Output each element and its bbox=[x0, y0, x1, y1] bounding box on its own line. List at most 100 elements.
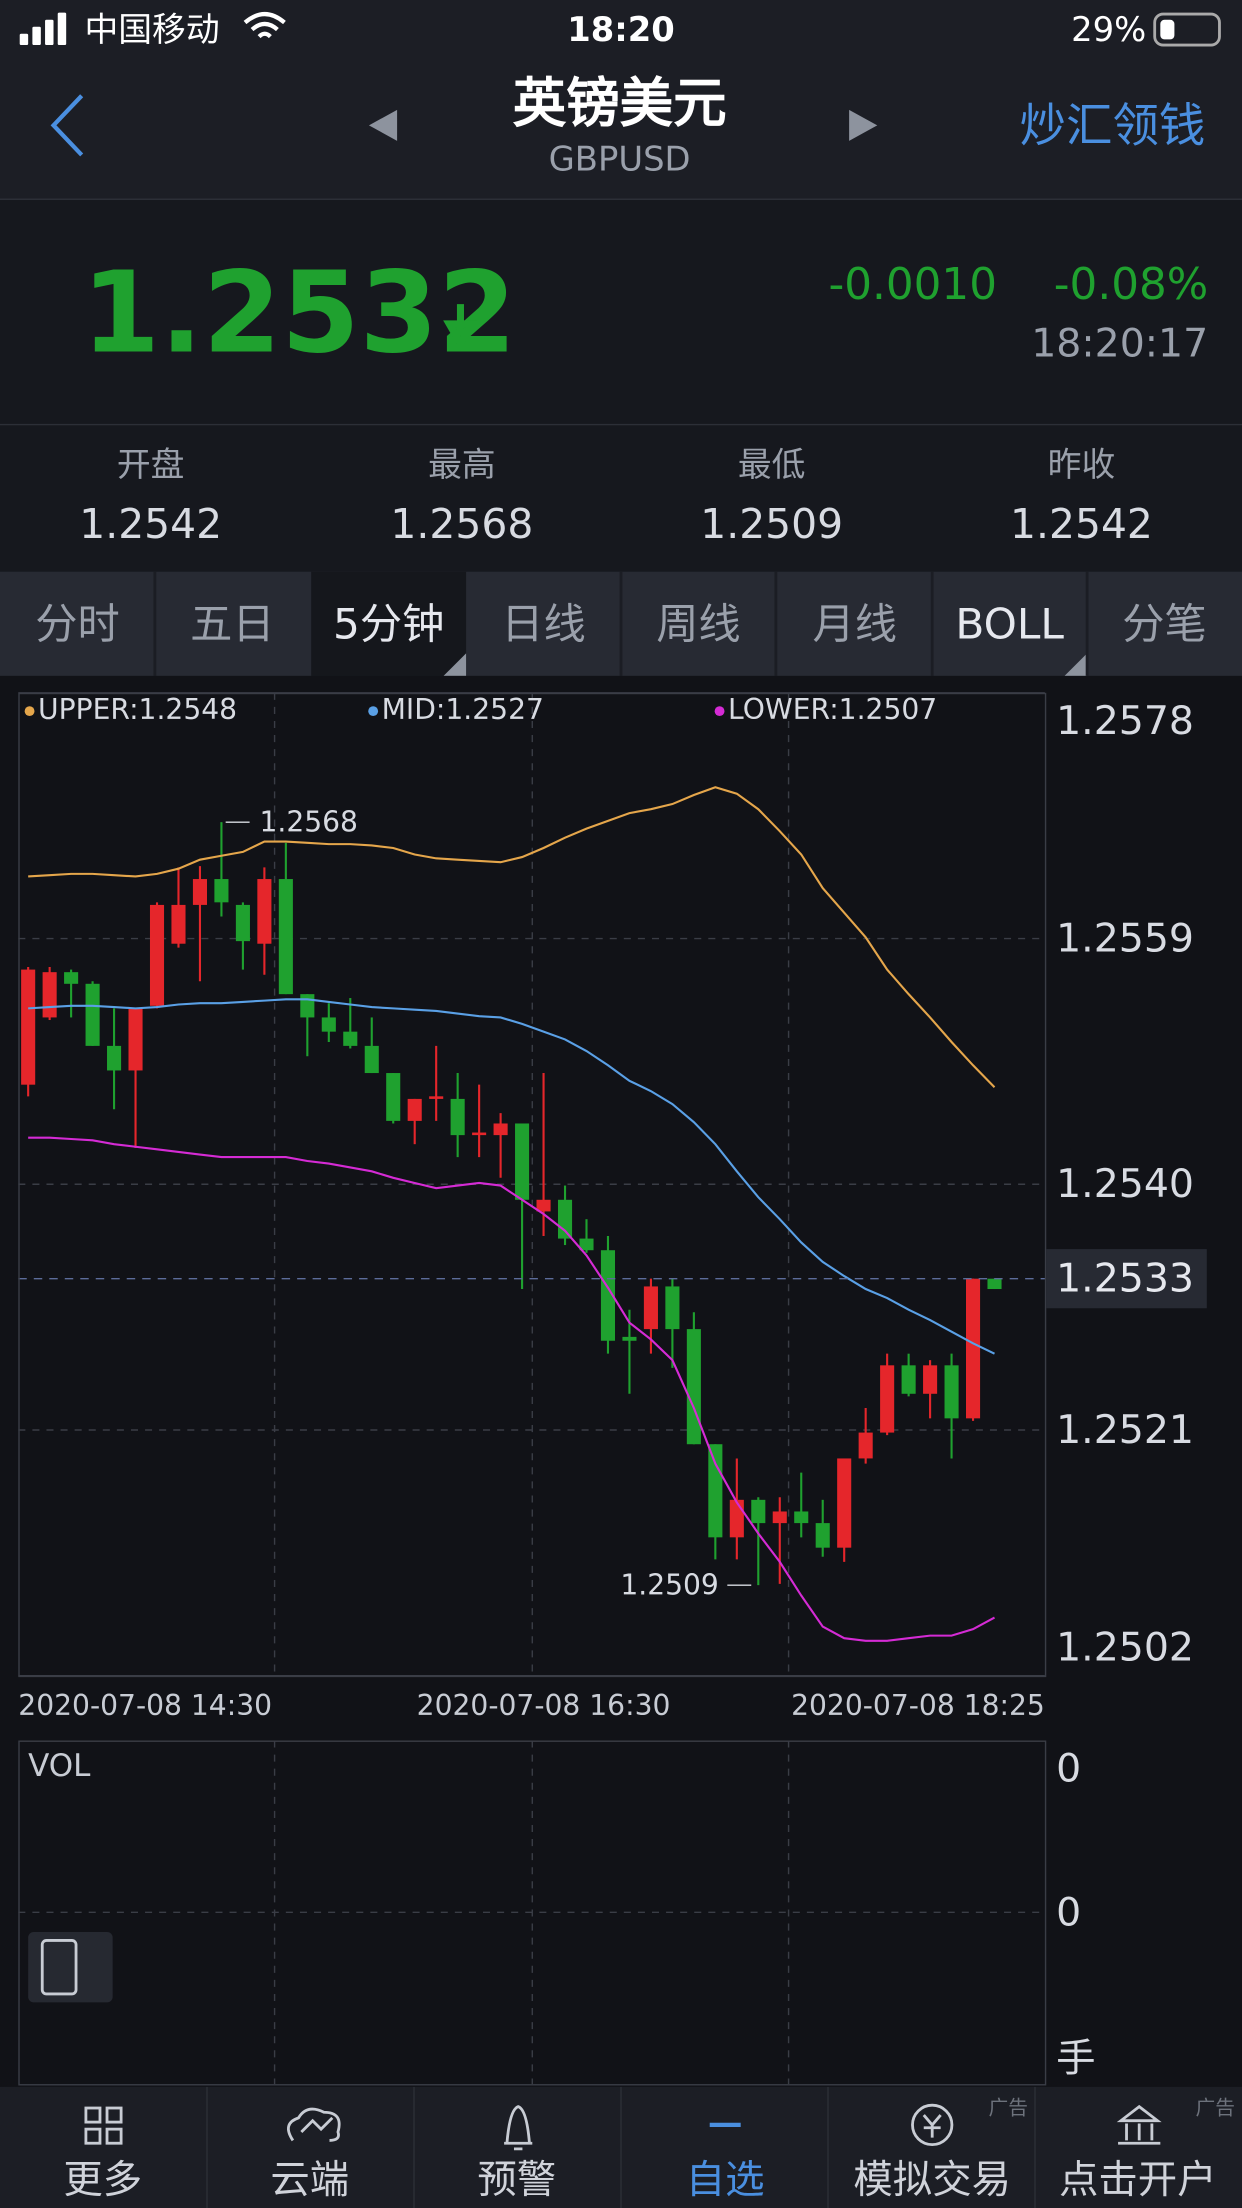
candle-body bbox=[944, 1365, 959, 1419]
stat-value: 1.2568 bbox=[390, 500, 533, 548]
stat-label: 最高 bbox=[428, 445, 496, 484]
nav-item[interactable]: 预警 bbox=[477, 2157, 556, 2203]
nav-icon bbox=[1116, 2104, 1162, 2145]
chart-bg bbox=[0, 675, 1242, 2087]
change-percent: -0.08% bbox=[1054, 259, 1208, 310]
y-tick-label: 1.2521 bbox=[1056, 1407, 1194, 1453]
clock: 18:20 bbox=[567, 10, 675, 49]
next-button[interactable] bbox=[849, 109, 878, 141]
candle-body bbox=[85, 983, 100, 1046]
nav-icon bbox=[922, 2114, 942, 2138]
candle-body bbox=[107, 1045, 122, 1071]
tab[interactable]: 日线 bbox=[501, 599, 585, 648]
nav-item[interactable]: 模拟交易 bbox=[853, 2157, 1011, 2203]
price: 1.2532 bbox=[82, 247, 517, 379]
last-price-label: 1.2533 bbox=[1056, 1256, 1194, 1302]
candle-body bbox=[987, 1278, 1002, 1290]
rotate-button[interactable] bbox=[28, 1932, 113, 2003]
legend-dot bbox=[714, 706, 725, 717]
change: -0.0010 bbox=[829, 259, 997, 310]
legend-dot bbox=[368, 706, 379, 717]
battery-text: 29% bbox=[1071, 10, 1146, 49]
candle-body bbox=[149, 904, 165, 1006]
wifi-icon bbox=[243, 11, 286, 39]
nav-item[interactable]: 云端 bbox=[270, 2157, 349, 2203]
tab[interactable]: 月线 bbox=[813, 599, 897, 648]
candle-body bbox=[321, 1017, 336, 1032]
nav-icon bbox=[911, 2103, 954, 2147]
tab[interactable]: BOLL bbox=[955, 599, 1064, 648]
legend-dot bbox=[24, 706, 35, 717]
indicator-line bbox=[28, 1136, 996, 1642]
tab[interactable]: 分时 bbox=[35, 599, 119, 648]
candle-body bbox=[493, 1123, 508, 1136]
tab[interactable]: 周线 bbox=[656, 599, 740, 648]
x-tick-label: 2020-07-08 18:25 bbox=[791, 1689, 1045, 1722]
candle-body bbox=[214, 879, 229, 903]
candle-body bbox=[837, 1458, 852, 1548]
nav-icon bbox=[504, 2105, 533, 2151]
tab[interactable]: 5分钟 bbox=[333, 599, 444, 648]
plot: 1.2568 1.2509 bbox=[18, 692, 1045, 1677]
candle-body bbox=[600, 1250, 616, 1341]
stat-label: 开盘 bbox=[117, 445, 185, 484]
down-arrow bbox=[443, 304, 478, 351]
tab-active-bg bbox=[311, 571, 467, 676]
candle-body bbox=[450, 1098, 465, 1136]
promo-link[interactable]: 炒汇领钱 bbox=[1020, 98, 1206, 152]
nav-separators bbox=[206, 2086, 1036, 2208]
signal-icon bbox=[19, 12, 67, 46]
legend-label: UPPER:1.2548 bbox=[38, 693, 237, 726]
candle-body bbox=[364, 1045, 379, 1074]
battery-level bbox=[1160, 19, 1175, 40]
candle-body bbox=[536, 1199, 551, 1212]
candle-body bbox=[515, 1123, 530, 1200]
x-tick-label: 2020-07-08 16:30 bbox=[417, 1689, 671, 1722]
high-annotation: 1.2568 bbox=[259, 806, 358, 839]
volume-tick: 0 bbox=[1056, 1746, 1081, 1792]
y-tick-label: 1.2578 bbox=[1056, 698, 1194, 744]
candle-body bbox=[429, 1096, 444, 1099]
back-button[interactable] bbox=[50, 94, 84, 157]
candle-body bbox=[901, 1365, 916, 1394]
tab[interactable]: 分笔 bbox=[1122, 599, 1206, 648]
candle-body bbox=[772, 1511, 787, 1524]
candle-body bbox=[472, 1132, 487, 1136]
candle-body bbox=[64, 972, 79, 984]
stat-value: 1.2542 bbox=[79, 500, 222, 548]
ad-tag: 广告 bbox=[1196, 2097, 1235, 2120]
ad-tag: 广告 bbox=[989, 2097, 1028, 2120]
y-tick-label: 1.2502 bbox=[1056, 1625, 1194, 1671]
candle-body bbox=[665, 1286, 680, 1330]
stat-value: 1.2509 bbox=[700, 500, 843, 548]
nav-item[interactable]: 更多 bbox=[63, 2157, 142, 2203]
tab[interactable]: 五日 bbox=[190, 599, 274, 648]
subtitle: GBPUSD bbox=[549, 140, 691, 179]
stat-label: 昨收 bbox=[1048, 445, 1116, 484]
candle-body bbox=[386, 1073, 401, 1121]
carrier: 中国移动 bbox=[84, 10, 219, 49]
last-price-box bbox=[1046, 1249, 1207, 1309]
candle-body bbox=[923, 1365, 938, 1394]
nav-item[interactable]: 自选 bbox=[686, 2157, 765, 2203]
battery-icon bbox=[1153, 12, 1221, 47]
candle-body bbox=[858, 1432, 873, 1459]
stat-value: 1.2542 bbox=[1010, 500, 1153, 548]
candle-body bbox=[729, 1499, 744, 1538]
nav-icon bbox=[287, 2107, 341, 2142]
candle-body bbox=[579, 1238, 594, 1251]
candle-body bbox=[622, 1336, 637, 1341]
candle-body bbox=[300, 994, 315, 1018]
legend-label: LOWER:1.2507 bbox=[728, 693, 937, 726]
prev-button[interactable] bbox=[368, 109, 398, 141]
nav-item[interactable]: 点击开户 bbox=[1059, 2157, 1217, 2203]
candle-body bbox=[192, 879, 207, 905]
candle-body bbox=[235, 904, 250, 942]
candle-body bbox=[171, 904, 186, 944]
low-annotation: 1.2509 bbox=[620, 1569, 719, 1602]
candle-body bbox=[643, 1286, 658, 1330]
y-tick-label: 1.2559 bbox=[1056, 916, 1194, 962]
candle-body bbox=[880, 1365, 895, 1433]
